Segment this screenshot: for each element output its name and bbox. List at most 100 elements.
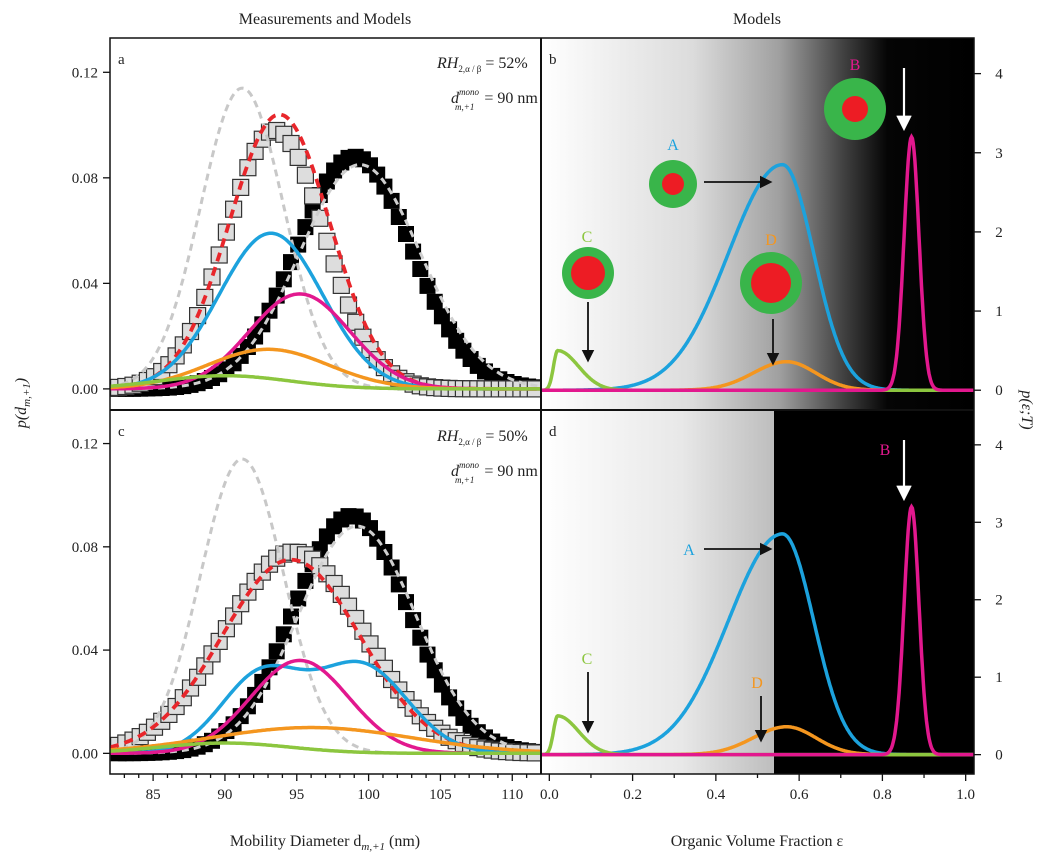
panel-b-series-B: [541, 133, 974, 392]
panel-c-series-black-squares-marker: [412, 629, 429, 646]
panel-c-xtick-label: 85: [146, 787, 161, 803]
panel-a-d-annotation: dmono m,+1 = 90 nm: [451, 87, 538, 112]
panel-d-dark-background: [774, 410, 974, 774]
panel-d-ytick-label: 0: [995, 748, 1003, 764]
panel-b-plot: [541, 133, 974, 392]
panel-c-xtick-label: 90: [217, 787, 232, 803]
panel-d-xtick-label: 0.0: [540, 787, 559, 803]
panel-a-series-black-squares-marker: [275, 271, 292, 288]
panel-c-ytick-label: 0.04: [72, 643, 99, 659]
panel-b-ytick-label: 1: [995, 304, 1003, 320]
panel-a-series-black-squares-marker: [426, 293, 443, 310]
panel-a-series-grey-squares-marker: [318, 232, 336, 250]
panel-a-plot: [110, 86, 541, 398]
particle-b-core: [842, 96, 868, 122]
panel-b-ytick-label: 0: [995, 383, 1003, 399]
particle-a-core: [662, 173, 684, 195]
panel-c-series-dashed-lightgrey: [110, 457, 541, 755]
left-x-axis-title: Mobility Diameter dm,+1 (nm): [230, 833, 420, 853]
panel-a-rh-annotation: RH2,α / β = 52%: [436, 55, 528, 74]
panel-a-series-line-green: [110, 373, 541, 391]
panel-a-ytick-label: 0.08: [72, 171, 98, 187]
panel-a-series-black-squares-marker: [390, 209, 407, 225]
panel-b-label-d: D: [765, 232, 777, 249]
panel-a-series-black-squares-marker: [297, 219, 314, 236]
panel-c-series-dashed-grey: [110, 524, 541, 755]
panel-b-label-b: B: [850, 57, 861, 74]
particle-icon-c: [562, 247, 614, 299]
panel-d-ytick-label: 2: [995, 593, 1003, 609]
panel-a-series-grey-squares-marker: [304, 187, 322, 205]
panel-a-ytick-label: 0.04: [72, 276, 99, 292]
panel-c-plot: [110, 457, 541, 762]
panel-c-series-black-squares-marker: [419, 646, 436, 663]
panel-c-xtick-label: 100: [357, 787, 380, 803]
panel-d-xtick-label: 0.8: [873, 787, 892, 803]
panel-a-series-grey-squares-marker: [347, 313, 365, 331]
right-y-axis-title: p(ε;T): [1018, 389, 1035, 429]
panel-c-ytick-label: 0.12: [72, 437, 98, 453]
particle-c-core: [571, 256, 605, 290]
panel-a-series-black-squares-marker: [398, 226, 414, 242]
panel-d-xtick-label: 0.4: [706, 787, 725, 803]
panel-a-series-grey-squares-marker: [225, 200, 243, 218]
left-y-axis-title: p(dm,+1): [13, 378, 33, 429]
panel-d-ytick-label: 1: [995, 670, 1003, 686]
panel-a-ytick-label: 0.00: [72, 382, 98, 398]
panel-d-series-B: [541, 503, 974, 757]
panel-c-series-black-squares-marker: [426, 662, 443, 679]
right-column-title: Models: [733, 11, 781, 28]
panel-b-ytick-label: 2: [995, 225, 1003, 241]
panel-a-series-grey-squares-marker: [325, 255, 343, 273]
panel-b-background: [541, 38, 974, 410]
panel-d-xtick-label: 1.0: [956, 787, 975, 803]
panel-d-ytick-label: 4: [995, 438, 1003, 454]
panel-d-xtick-label: 0.6: [790, 787, 809, 803]
panel-b-label-a: A: [667, 137, 679, 154]
panel-d-xtick-label: 0.2: [623, 787, 642, 803]
panel-d-label-a: A: [683, 542, 695, 559]
panel-a-series-black-squares-marker: [419, 277, 436, 294]
panel-a-series-grey-squares-marker: [289, 148, 307, 166]
panel-c-ytick-label: 0.00: [72, 746, 98, 762]
particle-d-core: [751, 263, 791, 303]
panel-c-series-black-squares-marker: [290, 590, 307, 607]
panel-a-series-dashed-lightgrey: [110, 86, 541, 391]
particle-icon-d: [740, 252, 802, 314]
panel-c-series-black-squares-marker: [390, 576, 407, 593]
panel-a-series-grey-squares-marker: [296, 166, 314, 184]
panel-c-series-black-squares-marker: [297, 572, 314, 589]
panel-b-letter: b: [549, 52, 557, 68]
panel-c-xtick-label: 110: [501, 787, 523, 803]
panel-c-letter: c: [118, 424, 125, 440]
panel-b-ytick-label: 3: [995, 146, 1003, 162]
panel-d-label-c: C: [582, 651, 593, 668]
panel-a-ytick-label: 0.12: [72, 65, 98, 81]
panel-b-ytick-label: 4: [995, 67, 1003, 83]
panel-d-label-b: B: [880, 442, 891, 459]
panel-c-xtick-label: 95: [289, 787, 304, 803]
panel-d-letter: d: [549, 424, 557, 440]
panel-c-series-line-orange: [110, 725, 541, 754]
panel-a-series-black-squares-marker: [383, 192, 400, 209]
panel-d-ytick-label: 3: [995, 515, 1003, 531]
panel-c-series-line-green: [110, 741, 541, 756]
panel-c-xtick-label: 105: [429, 787, 452, 803]
panel-a-letter: a: [118, 52, 125, 68]
left-column-title: Measurements and Models: [239, 11, 411, 28]
panel-c-d-annotation: dmono m,+1 = 90 nm: [451, 460, 538, 485]
panel-c-ytick-label: 0.08: [72, 540, 98, 556]
panel-c-series-black-squares-marker: [275, 626, 292, 643]
particle-icon-b: [824, 78, 886, 140]
panel-c-rh-annotation: RH2,α / β = 50%: [436, 428, 528, 447]
panel-c-series-black-squares: [110, 508, 541, 762]
particle-icon-a: [649, 160, 697, 208]
panel-a-series-black-squares-marker: [433, 308, 450, 325]
panel-c-series-black-squares-marker: [398, 594, 414, 611]
panel-d-light-background: [541, 410, 775, 774]
panel-d-label-d: D: [751, 675, 763, 692]
panel-a-series-grey-squares-marker: [203, 268, 221, 286]
panel-a-series-grey-squares-marker: [339, 296, 358, 314]
right-x-axis-title: Organic Volume Fraction ε: [671, 833, 844, 850]
